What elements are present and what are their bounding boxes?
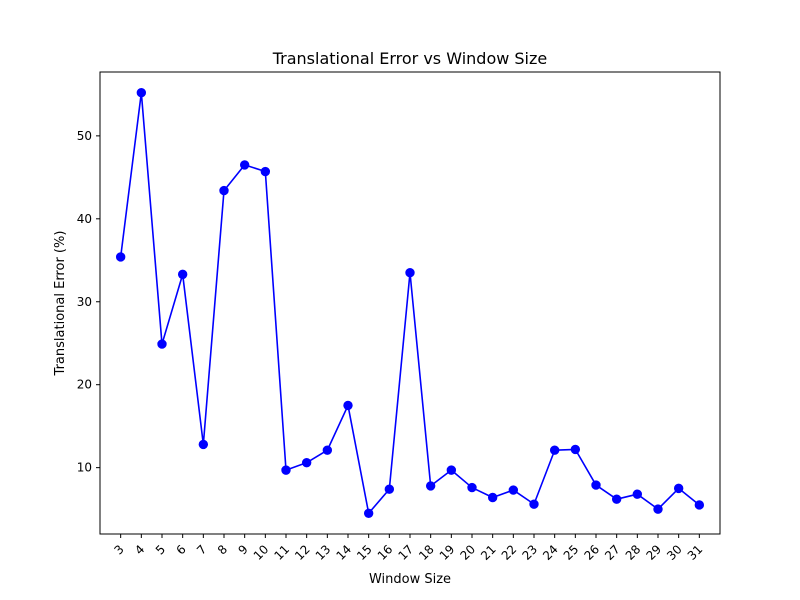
x-tick-label: 10 (251, 542, 272, 563)
x-tick-label: 19 (437, 542, 458, 563)
x-tick-label: 26 (581, 542, 602, 563)
x-tick-label: 30 (664, 542, 685, 563)
data-point (632, 489, 643, 499)
data-point (177, 269, 188, 280)
x-tick-label: 17 (395, 542, 416, 563)
data-point (549, 445, 560, 455)
data-point (673, 483, 684, 494)
x-tick-label: 4 (132, 542, 147, 557)
data-point (405, 268, 415, 278)
data-point (384, 484, 395, 494)
x-tick-label: 14 (333, 542, 354, 563)
y-tick-label: 40 (77, 212, 92, 226)
data-point (529, 499, 539, 509)
x-tick-label: 29 (643, 542, 664, 563)
data-point (446, 465, 457, 475)
data-point (653, 504, 663, 514)
x-tick-label: 9 (235, 542, 250, 557)
data-point (467, 482, 477, 493)
data-point (508, 485, 519, 495)
data-point (198, 439, 209, 450)
data-point (570, 444, 581, 455)
x-tick-label: 3 (111, 542, 126, 557)
x-tick-label: 15 (354, 542, 375, 563)
x-tick-label: 11 (271, 542, 292, 563)
x-tick-label: 23 (519, 542, 540, 563)
series-line (119, 91, 700, 515)
data-point (591, 480, 601, 490)
data-point (694, 500, 705, 510)
x-tick-label: 21 (478, 542, 499, 563)
x-tick-label: 28 (623, 542, 644, 563)
data-point (301, 457, 312, 468)
data-point (363, 508, 374, 518)
y-tick-label: 10 (77, 461, 92, 475)
x-tick-label: 12 (292, 542, 313, 563)
y-axis-label: Translational Error (%) (53, 231, 68, 377)
x-tick-label: 13 (313, 542, 334, 563)
data-point (136, 88, 147, 98)
data-point (115, 252, 126, 262)
y-tick-label: 50 (77, 129, 92, 143)
data-point (611, 494, 622, 504)
x-tick-label: 20 (457, 542, 478, 563)
data-point (260, 166, 271, 177)
x-tick-label: 22 (499, 542, 520, 563)
x-tick-label: 16 (375, 542, 396, 563)
x-tick-label: 24 (540, 542, 561, 563)
x-tick-label: 27 (602, 542, 623, 563)
data-point (239, 160, 250, 170)
y-tick-label: 20 (77, 378, 92, 392)
data-point (157, 339, 167, 349)
x-tick-label: 18 (416, 542, 437, 563)
data-point (425, 481, 436, 491)
x-tick-label: 7 (194, 542, 209, 557)
x-axis-label: Window Size (369, 572, 451, 587)
data-point (219, 185, 229, 196)
data-point (322, 445, 333, 455)
y-tick-label: 30 (77, 295, 92, 309)
data-point (487, 492, 498, 503)
chart-title: Translational Error vs Window Size (272, 49, 548, 68)
x-tick-label: 6 (173, 542, 188, 557)
x-tick-label: 31 (685, 542, 706, 563)
x-tick-label: 5 (153, 542, 168, 557)
x-tick-label: 8 (215, 542, 230, 557)
x-tick-label: 25 (561, 542, 582, 563)
data-point (281, 465, 291, 475)
axes-frame (99, 71, 721, 535)
data-point (343, 400, 353, 411)
